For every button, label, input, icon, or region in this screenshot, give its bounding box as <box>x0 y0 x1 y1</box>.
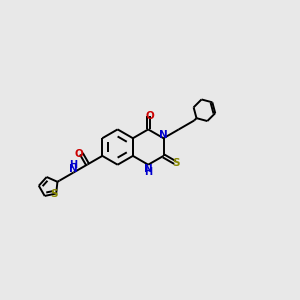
Text: H: H <box>144 167 152 177</box>
Text: O: O <box>75 149 83 159</box>
Text: S: S <box>51 188 58 199</box>
Text: N: N <box>68 164 77 174</box>
Text: N: N <box>143 164 152 174</box>
Text: N: N <box>159 130 168 140</box>
Text: H: H <box>69 160 77 170</box>
Text: O: O <box>145 111 154 121</box>
Text: S: S <box>173 158 180 167</box>
